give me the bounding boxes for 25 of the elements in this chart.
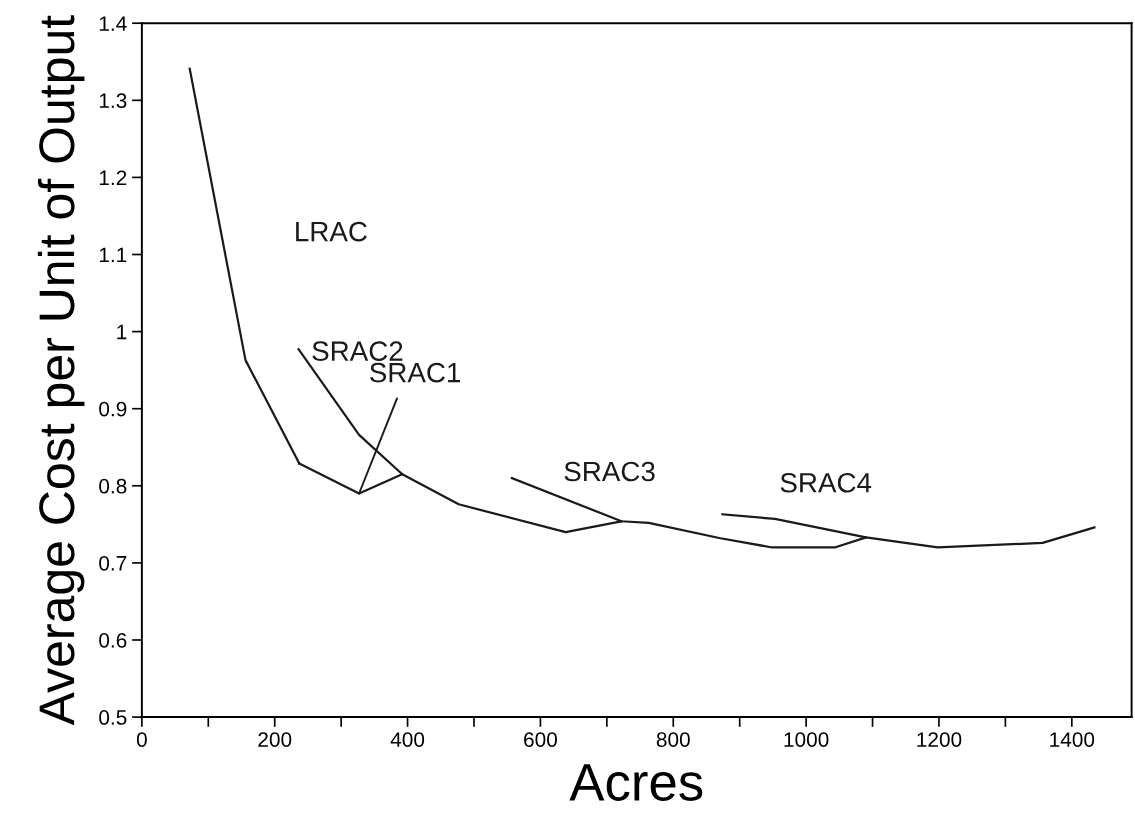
- y-tick-label: 1.1: [99, 247, 127, 263]
- y-tick-label: 1.3: [99, 93, 127, 109]
- text: LRAC: [296, 221, 367, 242]
- y-tick-label: 0.6: [99, 632, 127, 648]
- x-tick-label: 800: [656, 732, 690, 747]
- x-tick-label: 200: [258, 732, 292, 747]
- y-tick-label: 1.2: [99, 170, 127, 185]
- x-tick-label: 1000: [784, 732, 829, 747]
- y-tick-label: 1.4: [99, 16, 127, 31]
- text: SRAC1: [370, 362, 461, 383]
- series-label: SRAC2: [312, 341, 403, 361]
- y-tick-label: 0.8: [99, 478, 127, 494]
- y-tick-label: 0.9: [99, 401, 127, 417]
- x-tick-label: 400: [390, 732, 425, 747]
- x-tick-label: 0: [136, 732, 147, 747]
- y-tick-label: 0.7: [99, 555, 127, 571]
- series-label: SRAC3: [564, 461, 655, 482]
- y-axis-title: Average Cost per Unit of Output: [37, 15, 85, 726]
- y-tick-label: 0.5: [99, 710, 127, 725]
- x-axis-title: Acres: [569, 764, 703, 801]
- x-tick-label: 1400: [1050, 732, 1095, 747]
- y-tick-label: 1: [117, 324, 127, 340]
- series-label: SRAC4: [780, 472, 872, 493]
- x-tick-label: 600: [524, 732, 557, 747]
- x-tick-label: 1200: [917, 732, 962, 747]
